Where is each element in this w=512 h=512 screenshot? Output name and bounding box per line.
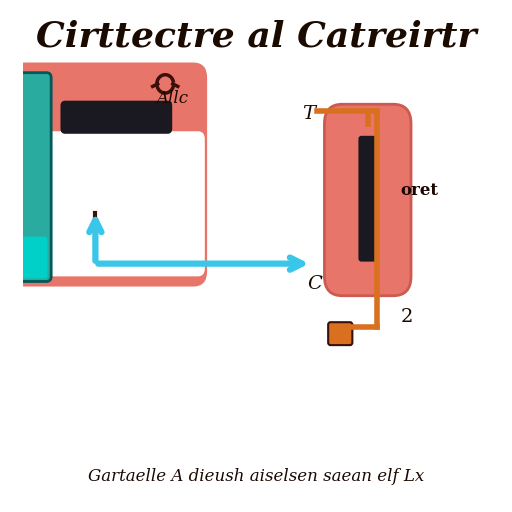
Text: Allc: Allc xyxy=(156,90,188,107)
FancyBboxPatch shape xyxy=(325,104,411,296)
FancyBboxPatch shape xyxy=(60,101,172,134)
Text: C: C xyxy=(307,275,322,293)
FancyBboxPatch shape xyxy=(358,136,378,262)
FancyBboxPatch shape xyxy=(12,62,207,287)
Text: Gartaelle A dieush aiselsen saean elf Lx: Gartaelle A dieush aiselsen saean elf Lx xyxy=(88,468,424,485)
Text: T: T xyxy=(303,104,315,122)
Text: Cirttectre al Catreirtr: Cirttectre al Catreirtr xyxy=(36,19,476,53)
Text: oret: oret xyxy=(400,182,438,199)
FancyBboxPatch shape xyxy=(47,131,205,276)
FancyBboxPatch shape xyxy=(12,73,51,282)
Text: 2: 2 xyxy=(400,308,413,326)
FancyBboxPatch shape xyxy=(328,322,352,345)
FancyBboxPatch shape xyxy=(15,237,48,279)
